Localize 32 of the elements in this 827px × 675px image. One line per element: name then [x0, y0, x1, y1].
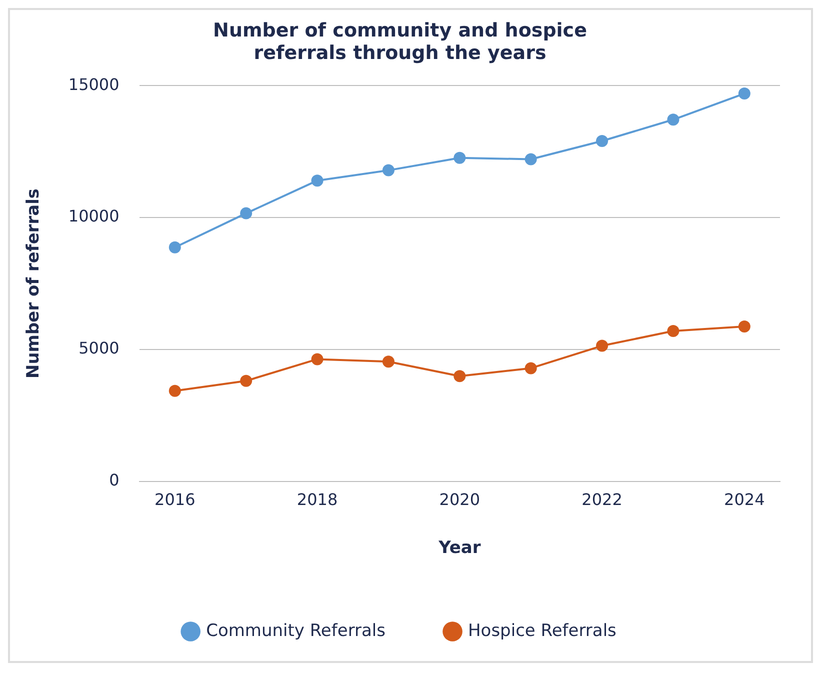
point — [667, 324, 680, 337]
point — [168, 384, 181, 397]
legend-label: Community Referrals — [206, 620, 386, 641]
point — [667, 114, 680, 126]
point — [524, 153, 537, 166]
point — [454, 152, 466, 164]
point — [382, 356, 394, 368]
x-axis-title: Year — [438, 538, 482, 558]
point — [454, 370, 466, 382]
point — [311, 353, 324, 366]
point — [738, 320, 750, 333]
x-tick-label: 2020 — [439, 490, 480, 510]
y-tick-label: 5000 — [78, 338, 120, 358]
point — [240, 207, 252, 220]
point — [596, 135, 608, 148]
y-tick-label: 10000 — [68, 206, 120, 226]
point — [311, 174, 324, 187]
y-axis-title: Number of referrals — [24, 188, 44, 379]
point — [524, 362, 537, 374]
chart-title: Number of community and hospice referrals through the years — [213, 19, 587, 64]
legend-label: Hospice Referrals — [468, 620, 617, 641]
point — [240, 374, 252, 387]
x-tick-label: 2016 — [154, 490, 196, 510]
x-tick-label: 2022 — [582, 490, 622, 510]
point — [168, 241, 181, 254]
point — [382, 164, 394, 176]
x-tick-label: 2018 — [296, 490, 338, 510]
y-tick-label: 0 — [109, 470, 120, 490]
point — [596, 340, 608, 352]
x-tick-label: 2024 — [724, 490, 765, 510]
point — [738, 88, 750, 100]
y-tick-label: 15000 — [68, 74, 120, 94]
